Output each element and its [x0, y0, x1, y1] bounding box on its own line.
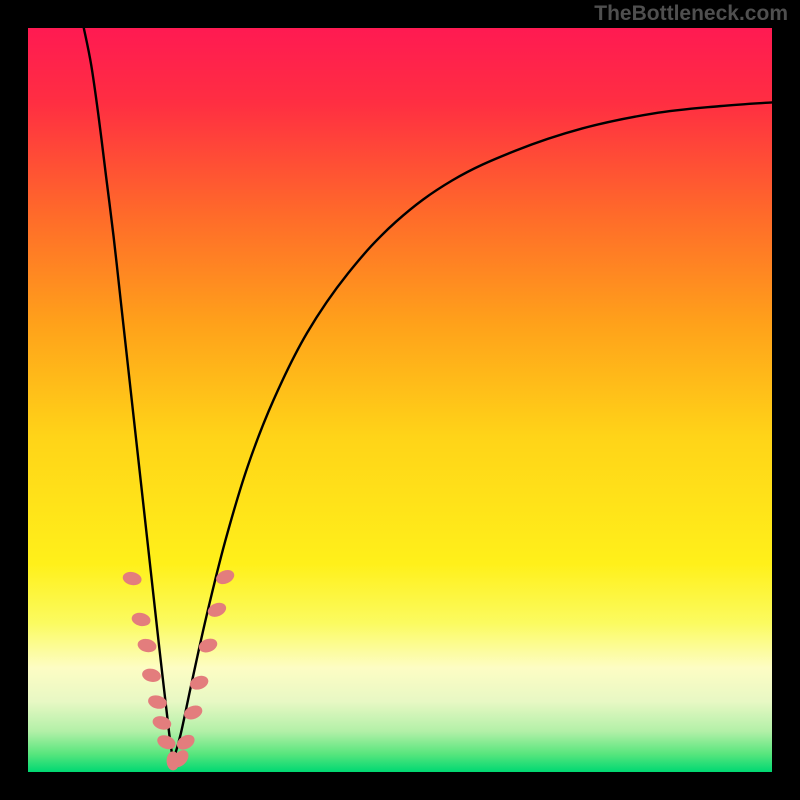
- watermark-text: TheBottleneck.com: [594, 2, 788, 26]
- chart-frame: TheBottleneck.com: [0, 0, 800, 800]
- bottleneck-chart: [0, 0, 800, 800]
- chart-background: [28, 28, 772, 772]
